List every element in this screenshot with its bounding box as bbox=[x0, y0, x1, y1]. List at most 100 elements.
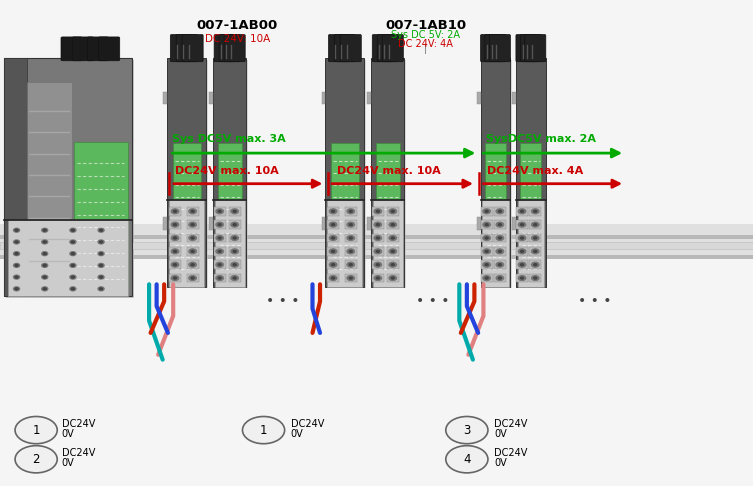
Bar bbox=[529, 247, 541, 256]
Circle shape bbox=[349, 264, 352, 266]
FancyBboxPatch shape bbox=[482, 60, 512, 288]
Circle shape bbox=[534, 224, 537, 226]
Bar bbox=[0, 224, 753, 256]
Text: 0V: 0V bbox=[62, 429, 75, 439]
Circle shape bbox=[347, 249, 355, 254]
Bar bbox=[480, 234, 492, 243]
Bar bbox=[214, 274, 226, 282]
Circle shape bbox=[15, 446, 57, 473]
Text: DC24V max. 10A: DC24V max. 10A bbox=[175, 166, 279, 176]
Bar bbox=[327, 220, 339, 229]
Bar bbox=[169, 234, 181, 243]
Circle shape bbox=[374, 209, 382, 214]
Circle shape bbox=[171, 209, 178, 214]
Bar bbox=[387, 234, 399, 243]
Bar bbox=[482, 200, 509, 287]
Circle shape bbox=[483, 222, 490, 227]
Bar bbox=[0, 242, 753, 249]
Bar bbox=[187, 260, 199, 269]
Circle shape bbox=[329, 222, 337, 227]
Circle shape bbox=[173, 250, 176, 252]
FancyBboxPatch shape bbox=[485, 35, 506, 62]
Bar bbox=[480, 220, 492, 229]
Bar bbox=[372, 220, 384, 229]
Circle shape bbox=[485, 264, 488, 266]
Bar bbox=[372, 234, 384, 243]
Circle shape bbox=[72, 241, 75, 243]
Circle shape bbox=[389, 209, 397, 214]
Bar bbox=[480, 260, 492, 269]
Circle shape bbox=[41, 228, 47, 232]
Circle shape bbox=[99, 264, 102, 266]
Circle shape bbox=[189, 262, 197, 267]
Circle shape bbox=[392, 264, 395, 266]
Bar bbox=[214, 234, 226, 243]
Circle shape bbox=[331, 250, 334, 252]
Circle shape bbox=[72, 288, 75, 290]
Text: 007-1AB00: 007-1AB00 bbox=[197, 18, 278, 32]
Circle shape bbox=[99, 229, 102, 231]
Circle shape bbox=[331, 210, 334, 212]
Bar bbox=[4, 58, 27, 296]
Bar bbox=[529, 260, 541, 269]
Circle shape bbox=[191, 237, 194, 239]
Circle shape bbox=[231, 249, 239, 254]
Circle shape bbox=[347, 276, 355, 280]
Circle shape bbox=[189, 276, 197, 280]
Circle shape bbox=[231, 209, 239, 214]
Bar bbox=[529, 274, 541, 282]
Circle shape bbox=[496, 249, 504, 254]
Text: • • •: • • • bbox=[416, 295, 450, 308]
Circle shape bbox=[171, 262, 178, 267]
Circle shape bbox=[99, 241, 102, 243]
Circle shape bbox=[518, 262, 526, 267]
Circle shape bbox=[532, 209, 539, 214]
Circle shape bbox=[41, 263, 47, 267]
Circle shape bbox=[496, 236, 504, 241]
Bar bbox=[345, 260, 357, 269]
FancyBboxPatch shape bbox=[520, 35, 541, 62]
Circle shape bbox=[14, 275, 20, 279]
Circle shape bbox=[233, 224, 236, 226]
FancyBboxPatch shape bbox=[489, 35, 511, 62]
Circle shape bbox=[534, 237, 537, 239]
Text: SysDC5V max. 2A: SysDC5V max. 2A bbox=[486, 134, 596, 144]
Circle shape bbox=[331, 237, 334, 239]
Circle shape bbox=[347, 209, 355, 214]
FancyBboxPatch shape bbox=[182, 35, 203, 62]
Circle shape bbox=[329, 276, 337, 280]
Circle shape bbox=[171, 276, 178, 280]
Text: 007-1AB10: 007-1AB10 bbox=[385, 18, 466, 32]
Bar bbox=[187, 234, 199, 243]
Circle shape bbox=[498, 237, 501, 239]
Circle shape bbox=[15, 288, 18, 290]
Circle shape bbox=[41, 287, 47, 291]
Circle shape bbox=[231, 222, 239, 227]
Circle shape bbox=[329, 236, 337, 241]
Circle shape bbox=[99, 253, 102, 255]
Bar bbox=[218, 143, 242, 275]
Circle shape bbox=[518, 209, 526, 214]
Circle shape bbox=[347, 222, 355, 227]
Bar bbox=[167, 58, 206, 287]
Circle shape bbox=[98, 275, 104, 279]
Bar bbox=[322, 92, 325, 104]
Circle shape bbox=[496, 276, 504, 280]
Bar bbox=[371, 58, 404, 287]
Text: DC 24V: 10A: DC 24V: 10A bbox=[205, 34, 270, 44]
Bar bbox=[169, 260, 181, 269]
Circle shape bbox=[70, 287, 76, 291]
Circle shape bbox=[216, 236, 224, 241]
Circle shape bbox=[231, 276, 239, 280]
Bar bbox=[4, 58, 132, 296]
Bar bbox=[229, 274, 241, 282]
Circle shape bbox=[532, 222, 539, 227]
FancyBboxPatch shape bbox=[72, 37, 93, 61]
Circle shape bbox=[98, 252, 104, 256]
Bar bbox=[215, 200, 245, 287]
Bar bbox=[494, 247, 506, 256]
Circle shape bbox=[374, 236, 382, 241]
Circle shape bbox=[389, 262, 397, 267]
Bar bbox=[322, 217, 325, 229]
Bar bbox=[372, 247, 384, 256]
